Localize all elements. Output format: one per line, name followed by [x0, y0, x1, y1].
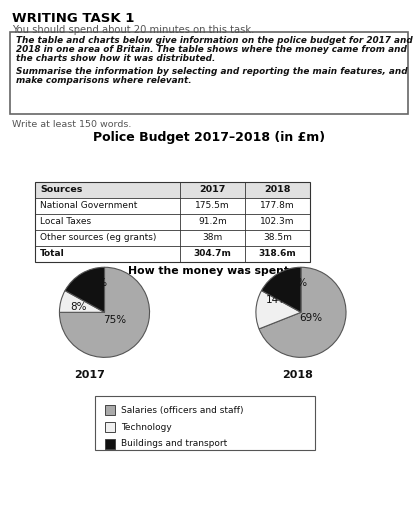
Text: 17%: 17% — [85, 278, 108, 288]
Bar — [35, 182, 310, 262]
Bar — [95, 396, 315, 450]
Text: National Government: National Government — [40, 202, 138, 210]
Text: 8%: 8% — [70, 302, 87, 312]
Wedge shape — [65, 267, 104, 312]
Bar — [105, 405, 115, 415]
Text: Police Budget 2017–2018 (in £m): Police Budget 2017–2018 (in £m) — [93, 131, 325, 144]
Text: 2018: 2018 — [264, 185, 291, 195]
Text: 38.5m: 38.5m — [263, 233, 292, 243]
Text: WRITING TASK 1: WRITING TASK 1 — [12, 12, 134, 25]
Text: Summarise the information by selecting and reporting the main features, and: Summarise the information by selecting a… — [16, 67, 408, 76]
Bar — [105, 439, 115, 449]
Text: Write at least 150 words.: Write at least 150 words. — [12, 120, 131, 129]
Text: 38m: 38m — [202, 233, 223, 243]
Wedge shape — [259, 267, 346, 357]
Text: 14%: 14% — [266, 295, 289, 305]
Text: 318.6m: 318.6m — [259, 249, 296, 259]
Text: Other sources (eg grants): Other sources (eg grants) — [40, 233, 156, 243]
Text: How the money was spent: How the money was spent — [128, 266, 290, 276]
Text: Salaries (officers and staff): Salaries (officers and staff) — [121, 406, 244, 415]
Text: 2017: 2017 — [199, 185, 226, 195]
Text: Buildings and transport: Buildings and transport — [121, 439, 227, 449]
Text: 2018: 2018 — [283, 370, 314, 380]
Bar — [105, 422, 115, 432]
Text: 2017: 2017 — [74, 370, 105, 380]
Wedge shape — [59, 291, 104, 312]
Text: 75%: 75% — [103, 315, 126, 326]
Text: Sources: Sources — [40, 185, 82, 195]
Text: 102.3m: 102.3m — [260, 218, 295, 226]
Wedge shape — [59, 267, 150, 357]
Bar — [35, 182, 310, 198]
Text: You should spend about 20 minutes on this task.: You should spend about 20 minutes on thi… — [12, 25, 255, 35]
Text: 17%: 17% — [285, 278, 308, 288]
Text: 2018 in one area of Britain. The table shows where the money came from and: 2018 in one area of Britain. The table s… — [16, 45, 407, 54]
Text: make comparisons where relevant.: make comparisons where relevant. — [16, 76, 191, 85]
Text: 69%: 69% — [299, 313, 322, 323]
Bar — [10, 32, 408, 114]
Text: 91.2m: 91.2m — [198, 218, 227, 226]
Text: 304.7m: 304.7m — [194, 249, 232, 259]
Text: Local Taxes: Local Taxes — [40, 218, 91, 226]
Text: 175.5m: 175.5m — [195, 202, 230, 210]
Wedge shape — [262, 267, 301, 312]
Text: 177.8m: 177.8m — [260, 202, 295, 210]
Wedge shape — [256, 291, 301, 329]
Text: The table and charts below give information on the police budget for 2017 and: The table and charts below give informat… — [16, 36, 413, 45]
Text: the charts show how it was distributed.: the charts show how it was distributed. — [16, 54, 215, 63]
Text: Total: Total — [40, 249, 65, 259]
Text: Technology: Technology — [121, 422, 172, 432]
